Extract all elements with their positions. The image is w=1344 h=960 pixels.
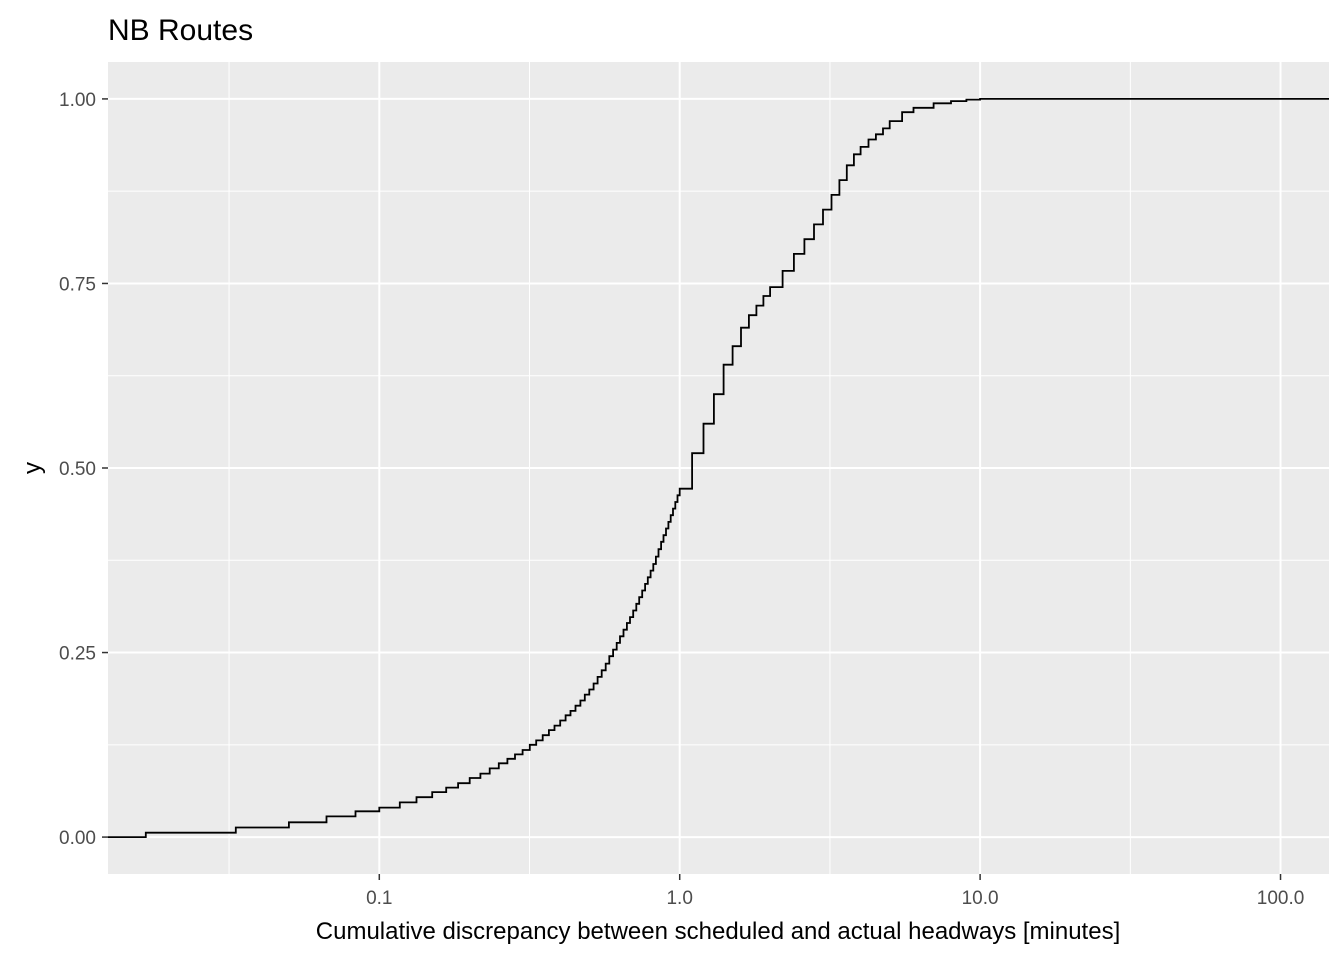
major-gridlines [108,62,1329,874]
chart-title: NB Routes [108,14,253,47]
x-tick-label: 10.0 [962,888,999,909]
y-tick-label: 0.75 [59,274,96,295]
x-tick-label: 0.1 [366,888,392,909]
series-layer [108,98,1329,838]
x-axis-title: Cumulative discrepancy between scheduled… [316,918,1120,945]
y-tick-label: 0.50 [59,459,96,480]
y-tick-label: 0.25 [59,644,96,665]
x-tick-label: 100.0 [1257,888,1305,909]
y-axis-title: y [19,462,46,474]
x-axis-ticks: 0.1 1.0 10.0 100.0 [366,874,1304,909]
y-axis-ticks: 0.00 0.25 0.50 0.75 1.00 [59,90,108,849]
y-tick-label: 0.00 [59,828,96,849]
y-tick-label: 1.00 [59,90,96,111]
ecdf-series-line [108,98,1329,838]
x-tick-label: 1.0 [666,888,692,909]
